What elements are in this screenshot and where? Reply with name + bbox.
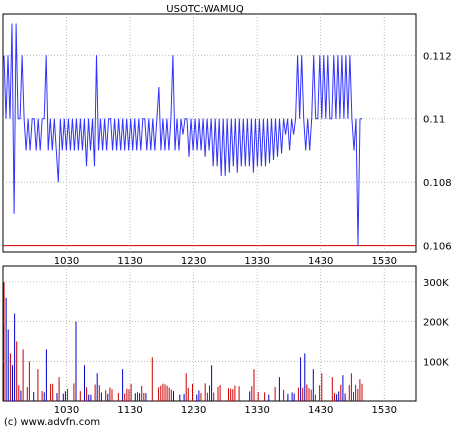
chart-title: USOTC:WAMUQ [166,4,244,15]
volume-x-tick-label: 1230 [181,405,206,416]
volume-x-tick-label: 1330 [244,405,269,416]
price-x-ticks: 1030 1130 1230 1330 1430 1530 [54,256,397,267]
price-y-tick-label: 0.108 [423,178,452,189]
price-x-tick-label: 1530 [372,256,397,267]
price-y-ticks: 0.106 0.108 0.11 0.112 [423,51,452,252]
price-grid [3,14,416,252]
price-x-tick-label: 1230 [181,256,206,267]
price-x-tick-label: 1030 [54,256,79,267]
volume-bars [3,281,363,401]
price-series-line [3,23,362,246]
volume-x-tick-label: 1130 [117,405,142,416]
volume-panel: 1030 1130 1230 1330 1430 1530 100K 200K 300K [2,265,449,416]
price-y-tick-label: 0.106 [423,242,452,253]
volume-y-tick-label: 300K [423,278,449,289]
price-y-tick-label: 0.112 [423,51,452,62]
price-x-tick-label: 1430 [308,256,333,267]
volume-y-tick-label: 200K [423,318,449,329]
price-x-tick-label: 1330 [244,256,269,267]
volume-y-ticks: 100K 200K 300K [423,278,449,368]
copyright-footer[interactable]: (c) www.advfn.com [4,417,100,428]
volume-x-tick-label: 1530 [372,405,397,416]
volume-x-tick-label: 1030 [54,405,79,416]
volume-y-tick-label: 100K [423,357,449,368]
price-y-tick-label: 0.11 [423,115,445,126]
volume-plot-frame [2,265,417,402]
price-x-tick-label: 1130 [117,256,142,267]
volume-x-tick-label: 1430 [308,405,333,416]
volume-x-ticks: 1030 1130 1230 1330 1430 1530 [54,405,397,416]
price-panel: 1030 1130 1230 1330 1430 1530 0.1060.1080.110… [2,13,452,267]
